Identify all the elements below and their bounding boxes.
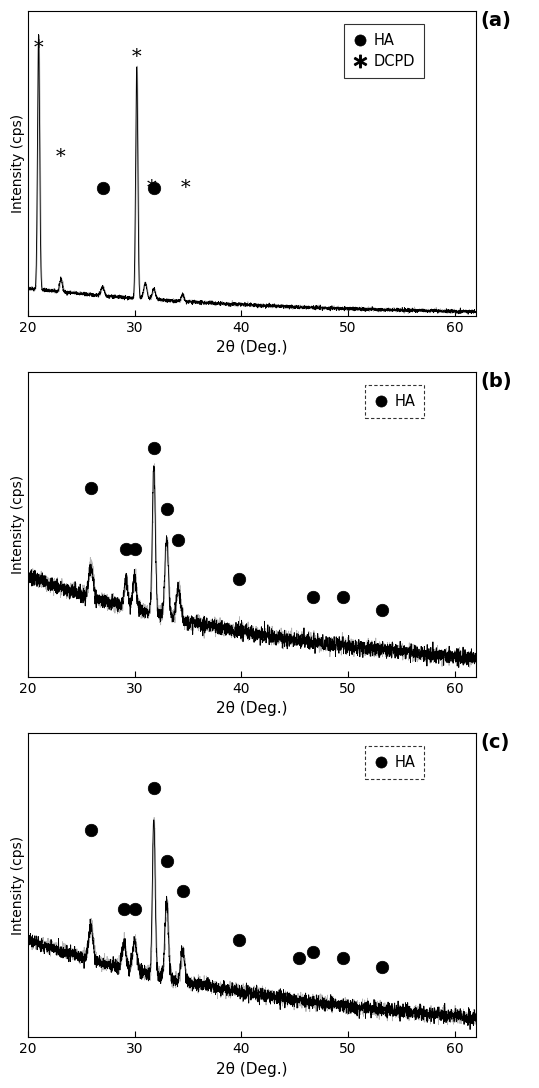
Text: *: * xyxy=(34,39,43,57)
Text: *: * xyxy=(181,178,191,197)
Y-axis label: Intensity (cps): Intensity (cps) xyxy=(11,474,25,573)
Legend: HA, DCPD: HA, DCPD xyxy=(344,25,424,78)
X-axis label: 2θ (Deg.): 2θ (Deg.) xyxy=(216,701,288,716)
Text: (a): (a) xyxy=(480,11,512,30)
Text: (c): (c) xyxy=(480,732,510,752)
Y-axis label: Intensity (cps): Intensity (cps) xyxy=(11,836,25,935)
Text: *: * xyxy=(56,148,66,166)
Y-axis label: Intensity (cps): Intensity (cps) xyxy=(11,114,25,213)
Text: *: * xyxy=(147,178,156,197)
Text: (b): (b) xyxy=(480,372,512,391)
Legend: HA: HA xyxy=(365,385,424,418)
Legend: HA: HA xyxy=(365,746,424,779)
Text: *: * xyxy=(132,48,142,65)
X-axis label: 2θ (Deg.): 2θ (Deg.) xyxy=(216,1062,288,1077)
X-axis label: 2θ (Deg.): 2θ (Deg.) xyxy=(216,341,288,356)
